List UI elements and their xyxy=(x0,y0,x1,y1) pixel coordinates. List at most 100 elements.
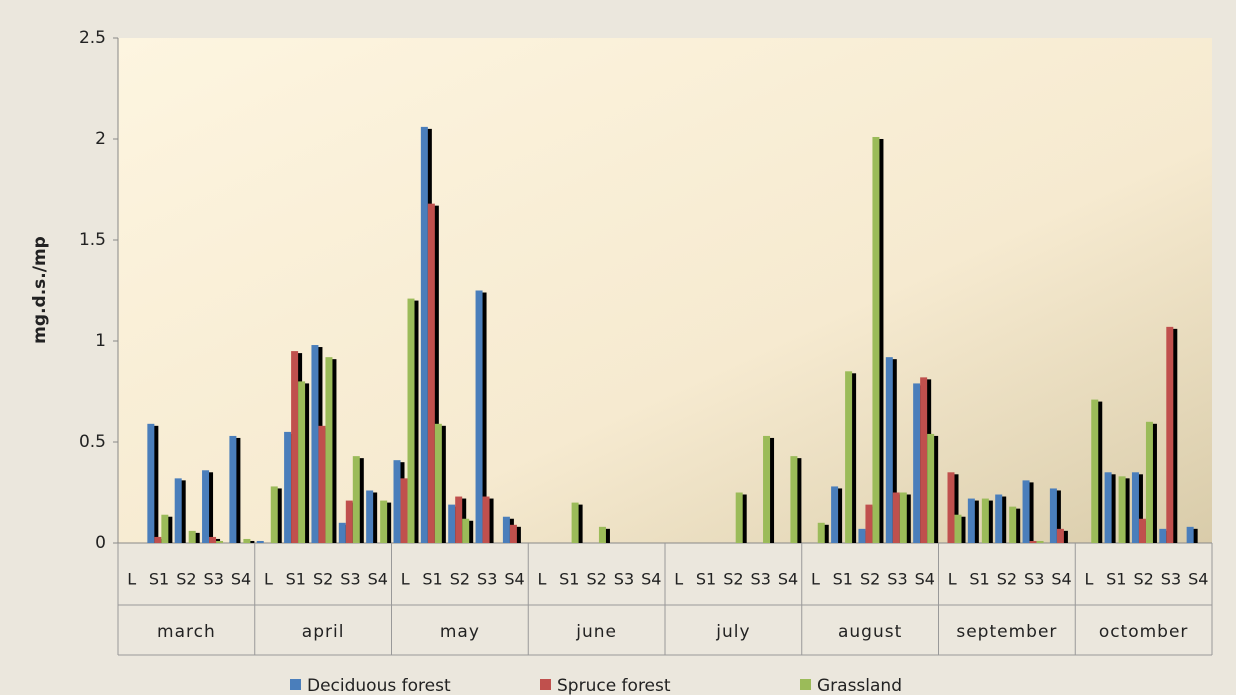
bar xyxy=(735,492,743,543)
bar xyxy=(434,423,442,543)
bar xyxy=(243,538,251,543)
bar-shadow xyxy=(234,437,241,543)
bar xyxy=(366,490,374,543)
bar xyxy=(400,478,408,543)
x-tick-label: S1 xyxy=(559,570,579,589)
bar-shadow xyxy=(1150,423,1157,543)
x-tick-label: S3 xyxy=(1161,570,1181,589)
bar xyxy=(1049,488,1057,543)
bar xyxy=(967,498,975,543)
bar-shadow xyxy=(1054,490,1061,543)
legend-label: Deciduous forest xyxy=(307,676,451,695)
y-tick-label: 1.5 xyxy=(79,230,106,250)
bar-shadow xyxy=(972,500,979,543)
bar xyxy=(790,456,798,543)
bar xyxy=(1056,528,1064,543)
group-label: september xyxy=(956,622,1057,642)
y-tick-label: 2.5 xyxy=(79,28,106,48)
bar-shadow xyxy=(877,138,884,544)
bar xyxy=(427,203,435,543)
bar xyxy=(1009,506,1017,543)
x-tick-label: S1 xyxy=(1106,570,1126,589)
bar-shadow xyxy=(1123,478,1130,543)
bar xyxy=(345,500,353,543)
bar-shadow xyxy=(193,532,200,543)
bar-shadow xyxy=(357,458,364,543)
bar xyxy=(1166,326,1174,543)
bar-shadow xyxy=(439,425,446,543)
x-tick-label: S4 xyxy=(1051,570,1071,589)
x-tick-label: S4 xyxy=(231,570,251,589)
bar-shadow xyxy=(487,498,494,543)
bar xyxy=(338,522,346,543)
bar xyxy=(154,536,162,543)
bar xyxy=(509,524,517,543)
bar xyxy=(995,494,1003,543)
bar xyxy=(318,425,326,543)
bar xyxy=(831,486,839,543)
y-tick-label: 2 xyxy=(95,129,106,149)
x-tick-label: S4 xyxy=(778,570,798,589)
bar-shadow xyxy=(1061,530,1068,543)
bar-shadow xyxy=(214,538,221,543)
bar-shadow xyxy=(303,383,310,543)
bar xyxy=(913,383,921,543)
bar-shadow xyxy=(952,474,959,543)
bar xyxy=(1118,476,1126,543)
bar xyxy=(858,528,866,543)
bar xyxy=(1104,472,1112,543)
bar xyxy=(407,298,415,543)
bar xyxy=(420,126,428,543)
bar xyxy=(188,530,196,543)
x-tick-label: S1 xyxy=(286,570,306,589)
bar xyxy=(892,492,900,543)
bar xyxy=(502,516,510,543)
x-tick-label: S3 xyxy=(340,570,360,589)
bar-shadow xyxy=(385,502,392,543)
bar xyxy=(352,456,360,543)
x-tick-label: L xyxy=(811,570,820,589)
bar-shadow xyxy=(248,540,255,543)
y-axis-label: mg.d.s./mp xyxy=(30,236,50,344)
x-tick-label: L xyxy=(401,570,410,589)
x-tick-label: L xyxy=(127,570,136,589)
bar xyxy=(954,514,962,543)
x-tick-label: L xyxy=(264,570,273,589)
bar-shadow xyxy=(467,520,474,543)
x-tick-label: L xyxy=(948,570,957,589)
group-label: april xyxy=(302,622,345,642)
bar-shadow xyxy=(371,492,378,543)
bar xyxy=(229,435,237,543)
bar-shadow xyxy=(514,526,521,543)
bar-shadow xyxy=(1096,401,1103,543)
bar xyxy=(209,536,217,543)
x-tick-label: S4 xyxy=(915,570,935,589)
bar-shadow xyxy=(904,494,911,543)
bar-shadow xyxy=(275,488,282,543)
bar xyxy=(455,496,463,543)
bar xyxy=(899,492,907,543)
bar xyxy=(448,504,456,543)
bar-shadow xyxy=(836,488,843,543)
bar xyxy=(161,514,169,543)
bar xyxy=(462,518,470,543)
bar xyxy=(885,357,893,543)
bar xyxy=(865,504,873,543)
bar xyxy=(298,381,306,543)
bar-shadow xyxy=(1109,474,1116,543)
bar xyxy=(1131,472,1139,543)
legend-label: Spruce forest xyxy=(557,676,671,695)
x-tick-label: S2 xyxy=(450,570,470,589)
bar-shadow xyxy=(1014,508,1021,543)
bar-shadow xyxy=(179,480,186,543)
bar xyxy=(817,522,825,543)
bar xyxy=(1145,421,1153,543)
x-tick-label: L xyxy=(537,570,546,589)
bar-shadow xyxy=(890,359,897,543)
x-tick-label: S2 xyxy=(313,570,333,589)
x-tick-label: S1 xyxy=(422,570,442,589)
bar-shadow xyxy=(795,458,802,543)
bar-shadow xyxy=(207,472,214,543)
x-tick-label: S1 xyxy=(696,570,716,589)
bar-shadow xyxy=(1136,474,1143,543)
